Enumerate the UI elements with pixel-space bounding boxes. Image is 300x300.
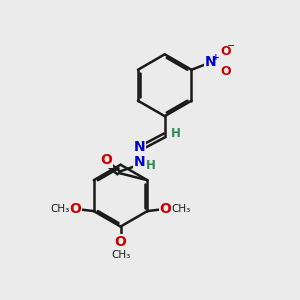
Text: O: O (220, 45, 231, 58)
Text: N: N (134, 140, 146, 154)
Text: CH₃: CH₃ (51, 204, 70, 214)
Text: O: O (100, 153, 112, 167)
Text: CH₃: CH₃ (171, 204, 190, 214)
Text: H: H (171, 127, 181, 140)
Text: N: N (205, 56, 216, 69)
Text: N: N (134, 155, 146, 169)
Text: −: − (226, 41, 235, 51)
Text: O: O (115, 235, 127, 249)
Text: H: H (146, 159, 156, 172)
Text: +: + (212, 52, 220, 62)
Text: O: O (160, 202, 172, 216)
Text: CH₃: CH₃ (111, 250, 130, 260)
Text: O: O (70, 202, 82, 216)
Text: O: O (220, 65, 231, 78)
